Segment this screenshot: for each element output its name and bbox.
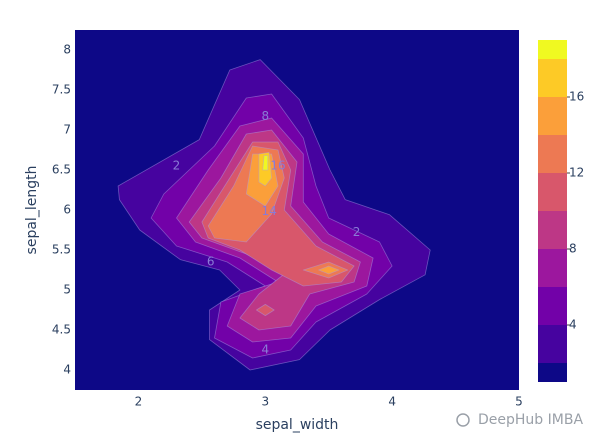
y-tick-label: 6 (63, 203, 71, 217)
y-tick-label: 5.5 (52, 243, 71, 257)
colorbar-band (538, 59, 567, 97)
x-tick-label: 4 (388, 395, 396, 409)
colorbar-band (538, 97, 567, 135)
contour-label: 16 (270, 159, 285, 173)
y-tick-label: 4 (63, 363, 71, 377)
colorbar-band (538, 135, 567, 173)
y-tick-label: 4.5 (52, 323, 71, 337)
y-tick-label: 5 (63, 283, 71, 297)
contour-label: 2 (353, 225, 361, 239)
x-tick-label: 3 (261, 395, 269, 409)
x-axis-title: sepal_width (256, 417, 339, 433)
contour-label: 14 (261, 204, 276, 218)
contour-label: 6 (207, 255, 215, 269)
contour-region (318, 265, 340, 275)
x-tick-label: 5 (515, 395, 523, 409)
contour-region (255, 304, 275, 316)
contour-label: 2 (173, 159, 181, 173)
colorbar-tick-label: 4 (569, 318, 577, 332)
colorbar-band (538, 211, 567, 249)
contour-region (262, 155, 269, 171)
y-tick-label: 6.5 (52, 163, 71, 177)
colorbar-band (538, 325, 567, 363)
colorbar-band (538, 363, 567, 382)
colorbar-band (538, 249, 567, 287)
contour-label: 8 (261, 109, 269, 123)
watermark-icon (456, 413, 470, 427)
colorbar-band (538, 40, 567, 59)
contour-label: 4 (261, 343, 269, 357)
colorbar-tick-label: 16 (569, 90, 584, 104)
x-tick-label: 2 (135, 395, 143, 409)
y-tick-label: 8 (63, 43, 71, 57)
colorbar-band (538, 173, 567, 211)
watermark: DeepHub IMBA (478, 412, 583, 428)
y-tick-label: 7.5 (52, 83, 71, 97)
colorbar-tick-label: 8 (569, 242, 577, 256)
colorbar-band (538, 287, 567, 325)
y-tick-label: 7 (63, 123, 71, 137)
colorbar-tick-label: 12 (569, 166, 584, 180)
y-axis-title: sepal_length (24, 166, 40, 255)
